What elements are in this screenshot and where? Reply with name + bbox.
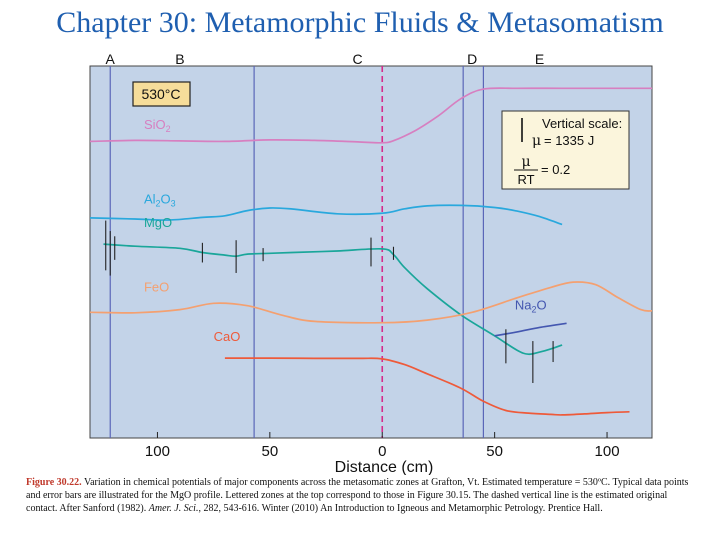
mu-symbol: μ [532, 133, 541, 149]
zone-label-a: A [106, 51, 116, 67]
curve-sio2 [89, 87, 652, 144]
x-tick-label: 100 [595, 443, 620, 460]
temperature-box: 530°C [132, 81, 191, 107]
zone-label-c: C [352, 51, 362, 67]
zone-label-b: B [175, 51, 184, 67]
figure-label: Figure 30.22. [26, 477, 82, 488]
curve-na2o [494, 322, 567, 337]
series-label-feo: FeO [144, 279, 169, 294]
series-label-mgo: MgO [144, 215, 172, 230]
temperature-label: 530°C [141, 86, 180, 102]
series-label-sio2: SiO2 [144, 117, 171, 134]
curve-mgo [103, 243, 563, 356]
curve-al2o3 [89, 204, 563, 226]
ratio-value: = 0.2 [541, 162, 570, 177]
vertical-scale-legend: Vertical scale: μ = 1335 J μ RT = 0.2 [501, 110, 630, 190]
series-label-al2o3: Al2O3 [144, 192, 176, 209]
mu-scale-value: = 1335 J [544, 133, 594, 148]
series-label-na2o: Na2O [515, 298, 547, 315]
metasomatism-chart: A B C D E SiO2 Al2O3 MgO FeO CaO Na2O 100 50 0 50 100 D… [89, 51, 653, 475]
x-tick-label: 50 [486, 443, 503, 460]
vertical-scale-frame [501, 110, 630, 190]
figure-caption: Figure 30.22. Variation in chemical pote… [26, 476, 700, 516]
x-axis-label: Distance (cm) [335, 459, 434, 475]
caption-text-end: , 282, 543-616. Winter (2010) An Introdu… [198, 503, 603, 515]
x-tick-label: 100 [145, 443, 170, 460]
x-tick-label: 50 [261, 443, 278, 460]
x-tick-label: 0 [378, 443, 386, 460]
ratio-numerator: μ [521, 154, 530, 170]
caption-journal: Amer. J. Sci. [148, 503, 199, 515]
vertical-scale-title: Vertical scale: [542, 116, 622, 131]
curve-cao [224, 357, 630, 416]
series-label-cao: CaO [214, 329, 241, 344]
slide-title: Chapter 30: Metamorphic Fluids & Metasom… [56, 6, 664, 39]
temperature-box-frame [132, 81, 191, 107]
caption-text: Variation in chemical potentials of majo… [26, 477, 689, 515]
ratio-denominator: RT [517, 172, 534, 187]
zone-label-d: D [467, 51, 477, 67]
curve-feo [89, 281, 653, 324]
zone-label-e: E [535, 51, 544, 67]
